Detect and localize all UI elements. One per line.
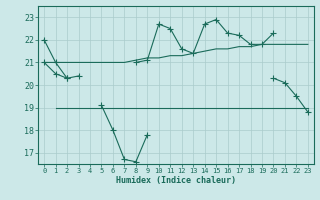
X-axis label: Humidex (Indice chaleur): Humidex (Indice chaleur)	[116, 176, 236, 185]
